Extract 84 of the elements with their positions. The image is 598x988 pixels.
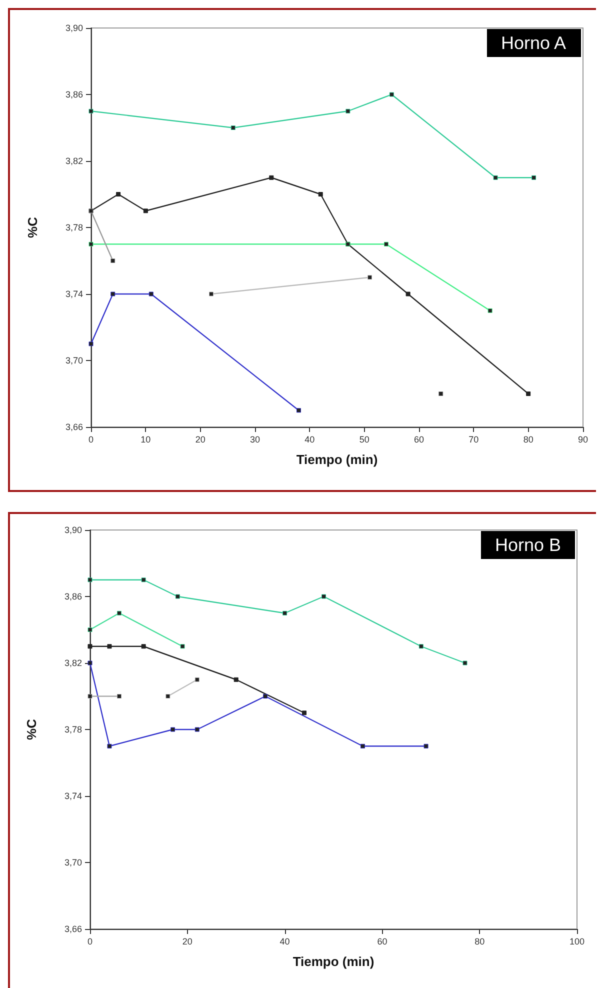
y-tick-label: 3,78 [65, 222, 83, 232]
x-tick-label: 40 [280, 936, 290, 946]
point [368, 275, 372, 280]
point [141, 644, 146, 649]
y-tick-label: 3,70 [64, 858, 82, 868]
x-tick-label: 0 [87, 936, 93, 946]
point [532, 175, 536, 180]
point [209, 292, 214, 296]
point [230, 126, 236, 130]
point [389, 92, 394, 97]
point [116, 694, 122, 698]
y-tick-label: 3,82 [65, 156, 83, 166]
point [322, 594, 326, 599]
x-tick-label: 60 [414, 434, 424, 444]
point [88, 578, 92, 582]
point [318, 192, 323, 196]
point [269, 175, 274, 180]
point [116, 610, 122, 616]
point [462, 660, 468, 666]
point [194, 677, 200, 682]
point [148, 292, 154, 296]
point [263, 694, 268, 698]
y-tick-label: 3,86 [64, 592, 82, 602]
point [194, 727, 200, 732]
x-tick-label: 20 [195, 434, 206, 444]
point [107, 644, 112, 649]
x-tick-label: 70 [468, 434, 479, 444]
y-tick-label: 3,66 [64, 924, 82, 934]
y-tick-label: 3,74 [64, 791, 82, 801]
point [88, 694, 92, 698]
y-tick-label: 3,70 [65, 356, 83, 366]
x-tick-label: 20 [182, 936, 192, 946]
point [234, 677, 238, 682]
y-tick-label: 3,86 [65, 90, 83, 100]
point [180, 644, 185, 649]
point [296, 408, 301, 413]
point [384, 242, 388, 246]
x-tick-label: 0 [88, 434, 94, 444]
y-tick-label: 3,90 [65, 23, 83, 33]
point [110, 258, 116, 263]
point [88, 342, 94, 346]
point [88, 644, 92, 649]
point [418, 644, 424, 649]
point [302, 710, 307, 716]
point [116, 192, 121, 196]
x-tick-label: 40 [304, 434, 315, 444]
x-tick-label: 80 [523, 434, 534, 444]
x-tick-label: 80 [474, 936, 485, 946]
point [175, 594, 180, 599]
chart-title: Horno A [500, 33, 566, 53]
point [141, 578, 146, 582]
y-tick-label: 3,90 [64, 525, 82, 535]
point [143, 208, 148, 214]
y-tick-label: 3,74 [65, 289, 83, 299]
point [170, 727, 176, 732]
point [360, 744, 365, 748]
point [526, 392, 531, 396]
x-tick-label: 50 [359, 434, 370, 444]
y-axis-title: %C [25, 216, 40, 238]
y-tick-label: 3,82 [64, 658, 82, 668]
point [88, 660, 92, 666]
point [346, 108, 350, 114]
point [493, 175, 498, 180]
point [88, 628, 92, 632]
point [107, 744, 112, 748]
y-tick-label: 3,66 [65, 422, 83, 432]
y-axis-title: %C [24, 718, 39, 740]
point [406, 292, 410, 296]
x-tick-label: 30 [250, 434, 260, 444]
chart-title: Horno B [494, 535, 562, 555]
x-tick-label: 90 [578, 434, 588, 444]
point [282, 610, 288, 616]
x-axis-title: Tiempo (min) [296, 452, 378, 467]
point [166, 694, 170, 698]
point [424, 744, 428, 748]
point [110, 292, 116, 296]
x-tick-label: 60 [377, 936, 388, 946]
x-tick-label: 10 [140, 434, 151, 444]
point [488, 308, 492, 313]
x-axis-title: Tiempo (min) [292, 954, 374, 969]
y-tick-label: 3,78 [64, 724, 82, 734]
point [88, 242, 94, 246]
x-tick-label: 100 [569, 936, 585, 946]
point [88, 108, 94, 114]
